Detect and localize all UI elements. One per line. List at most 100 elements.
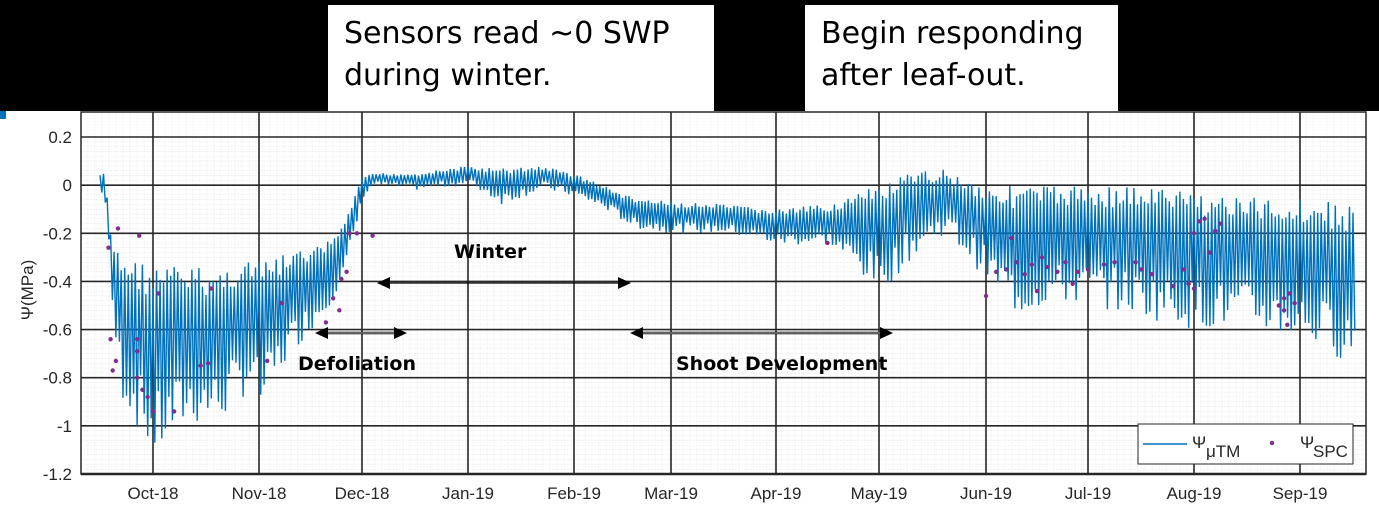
callout-line: Begin responding <box>821 16 1084 51</box>
legend-dot-swatch <box>1269 440 1275 446</box>
spc-point <box>1207 250 1213 255</box>
y-axis-ticks: 0.2 0 -0.2 -0.4 -0.6 -0.8 -1 -1.2 <box>43 128 72 484</box>
spc-point <box>145 394 150 400</box>
spc-point <box>172 409 177 414</box>
legend: Ψ μTM Ψ SPC <box>1137 423 1354 465</box>
annotation-shoot-development: Shoot Development <box>630 327 893 375</box>
spc-point <box>337 308 342 313</box>
y-tick-label: 0.2 <box>48 128 72 147</box>
x-tick-label: Dec-18 <box>335 484 390 503</box>
x-tick-label: Oct-18 <box>127 484 178 503</box>
x-tick-label: Apr-19 <box>750 484 801 503</box>
y-tick-label: -0.8 <box>43 369 72 388</box>
annotation-defoliation: Defoliation <box>298 327 416 375</box>
x-tick-label: Feb-19 <box>547 484 601 503</box>
callout-line: during winter. <box>344 58 552 93</box>
spc-point <box>110 368 115 373</box>
y-tick-label: -1 <box>57 417 72 436</box>
spc-point <box>1218 221 1223 226</box>
spc-point <box>1009 235 1014 241</box>
y-tick-label: 0 <box>63 176 72 195</box>
callout-winter-note: Sensors read ~0 SWP during winter. <box>328 5 714 111</box>
spc-point <box>323 320 329 325</box>
legend-label-spc: SPC <box>1313 442 1348 461</box>
spc-point <box>279 300 284 306</box>
spc-point <box>1085 267 1091 272</box>
legend-label-utm: μTM <box>1206 442 1240 461</box>
spc-point <box>1181 267 1186 272</box>
spc-point <box>1004 267 1009 272</box>
arrow-left-icon <box>315 327 328 339</box>
spc-point <box>825 240 830 246</box>
spc-point <box>198 363 203 368</box>
arrow-right-icon <box>394 327 407 339</box>
callout-leafout-note: Begin responding after leaf-out. <box>805 5 1118 111</box>
x-tick-label: Aug-19 <box>1167 484 1222 503</box>
spc-point <box>1039 255 1045 260</box>
y-axis-label: Ψ(MPa) <box>18 260 37 320</box>
arrow-left-icon <box>630 327 643 339</box>
spc-point <box>1133 260 1138 265</box>
series-utm-line <box>99 166 1356 443</box>
callout-line: Sensors read ~0 SWP <box>344 16 670 51</box>
spc-point <box>156 291 161 296</box>
spc-point <box>1202 216 1207 221</box>
x-tick-label: May-19 <box>851 484 908 503</box>
spc-point <box>209 286 214 291</box>
spc-point <box>370 233 375 238</box>
y-tick-label: -0.2 <box>43 224 72 243</box>
spc-point <box>1197 219 1202 224</box>
spc-point <box>339 276 344 282</box>
legend-label-psi: Ψ <box>1192 433 1206 452</box>
spc-point <box>134 349 140 354</box>
spc-point <box>108 337 113 342</box>
spc-point <box>1022 272 1027 277</box>
x-tick-label: Mar-19 <box>644 484 698 503</box>
spc-point <box>137 233 142 238</box>
spc-point <box>354 231 360 236</box>
spc-point <box>1276 303 1282 308</box>
callout-line: after leaf-out. <box>821 58 1026 93</box>
spc-point <box>113 358 119 364</box>
annotation-winter: Winter <box>377 241 631 289</box>
spc-point <box>347 231 352 236</box>
spc-point <box>115 226 121 231</box>
spc-point <box>1034 288 1040 294</box>
x-tick-label: Jun-19 <box>960 484 1012 503</box>
spc-point <box>1101 262 1107 267</box>
spc-point <box>1149 272 1154 277</box>
spc-point <box>265 358 270 364</box>
spc-point <box>140 387 145 392</box>
spc-point <box>994 269 999 274</box>
spc-point <box>106 245 111 250</box>
spc-point <box>1285 322 1290 327</box>
spc-point <box>1213 228 1218 234</box>
spc-point <box>1063 260 1068 265</box>
spc-point <box>1138 267 1144 272</box>
y-tick-label: -0.4 <box>43 272 72 291</box>
spc-point <box>1112 260 1117 265</box>
spc-point <box>150 409 156 414</box>
spc-point <box>1191 231 1197 236</box>
spc-point <box>1281 308 1287 313</box>
spc-point <box>205 361 211 366</box>
spc-point <box>331 296 336 301</box>
spc-point <box>134 375 140 380</box>
defoliation-label: Defoliation <box>298 353 416 375</box>
spc-point <box>1292 300 1297 306</box>
arrow-left-icon <box>377 277 390 289</box>
spc-point <box>1191 286 1197 291</box>
winter-label: Winter <box>454 241 527 263</box>
spc-point <box>1045 264 1050 270</box>
spc-point <box>1029 262 1035 267</box>
legend-label-psi-2: Ψ <box>1300 433 1314 452</box>
plot-area <box>80 111 1367 476</box>
spc-point <box>1070 281 1075 286</box>
spc-point <box>1287 291 1292 296</box>
spc-point <box>1014 260 1019 265</box>
edge-mark <box>0 111 6 119</box>
spc-point <box>1075 269 1081 274</box>
y-tick-label: -0.6 <box>43 321 72 340</box>
spc-point <box>983 293 989 299</box>
x-axis-ticks: Oct-18 Nov-18 Dec-18 Jan-19 Feb-19 Mar-19 Apr-… <box>127 484 1327 503</box>
